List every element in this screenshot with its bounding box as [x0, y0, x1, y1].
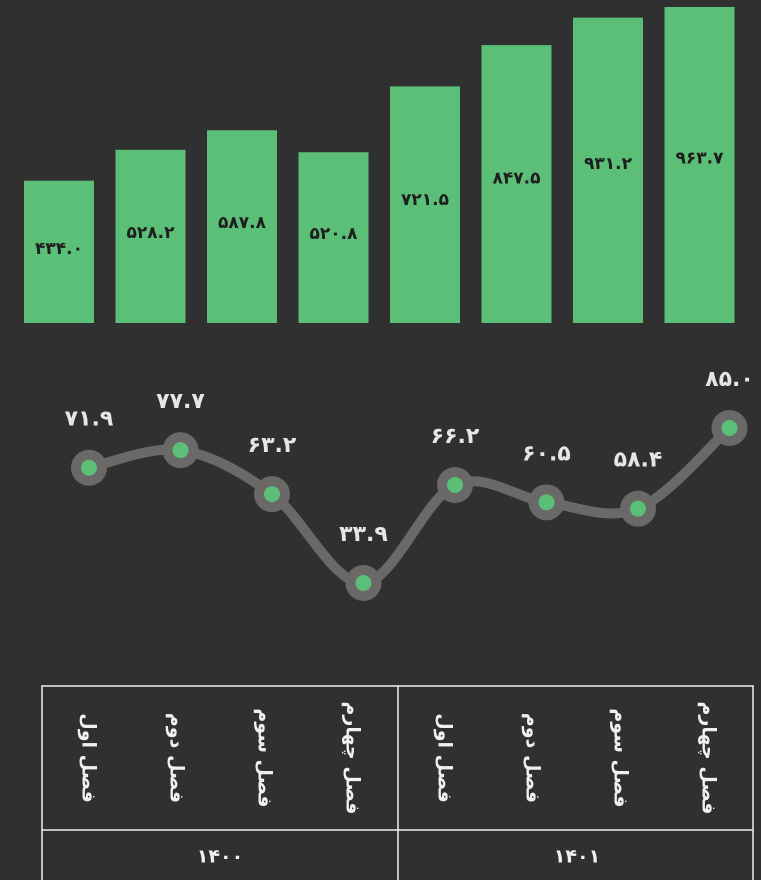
bar: [390, 86, 460, 323]
bar: [573, 17, 643, 324]
column-label: فصل اول: [434, 713, 456, 803]
marker: [264, 486, 280, 503]
column-label: فصل اول: [78, 713, 100, 803]
bar: [481, 45, 552, 323]
point-label: ۶۳.۲: [248, 433, 297, 458]
group-label: ۱۴۰۰: [197, 846, 243, 868]
bar-label: ۵۲۰.۸: [310, 224, 359, 244]
table-frame: [41, 685, 754, 880]
column-label: فصل چهارم: [342, 702, 364, 815]
column-label: فصل دوم: [166, 713, 188, 803]
point-label: ۳۳.۹: [339, 522, 388, 547]
point-label: ۵۸.۴: [614, 448, 663, 473]
bar-label: ۹۶۳.۷: [676, 149, 725, 169]
bar: [115, 149, 186, 323]
column-label: فصل سوم: [610, 708, 632, 807]
point-label: ۸۵.۰: [705, 367, 754, 392]
bar: [298, 152, 369, 323]
group-label: ۱۴۰۱: [554, 846, 600, 868]
marker: [538, 494, 555, 511]
bar-label: ۵۸۷.۸: [218, 213, 267, 233]
point-label: ۶۶.۲: [431, 424, 480, 449]
bar-label: ۵۲۸.۲: [127, 223, 176, 243]
point-label: ۶۰.۵: [522, 441, 571, 466]
bar: [664, 7, 735, 323]
column-label: فصل دوم: [522, 713, 544, 803]
point-label: ۷۷.۷: [156, 389, 205, 414]
bar-label: ۴۳۴.۰: [35, 239, 83, 259]
column-label: فصل سوم: [254, 708, 276, 807]
marker: [447, 477, 463, 494]
bar: [24, 180, 94, 323]
bar-label: ۸۴۷.۵: [493, 168, 541, 188]
marker: [721, 420, 738, 436]
marker: [172, 442, 189, 459]
marker: [630, 500, 646, 517]
bar: [207, 130, 277, 323]
bar-label: ۹۳۱.۲: [584, 154, 633, 174]
column-label: فصل چهارم: [698, 702, 720, 815]
bar-label: ۷۲۱.۵: [401, 190, 449, 210]
marker: [81, 459, 97, 476]
point-label: ۷۱.۹: [65, 407, 114, 432]
marker: [355, 575, 372, 591]
